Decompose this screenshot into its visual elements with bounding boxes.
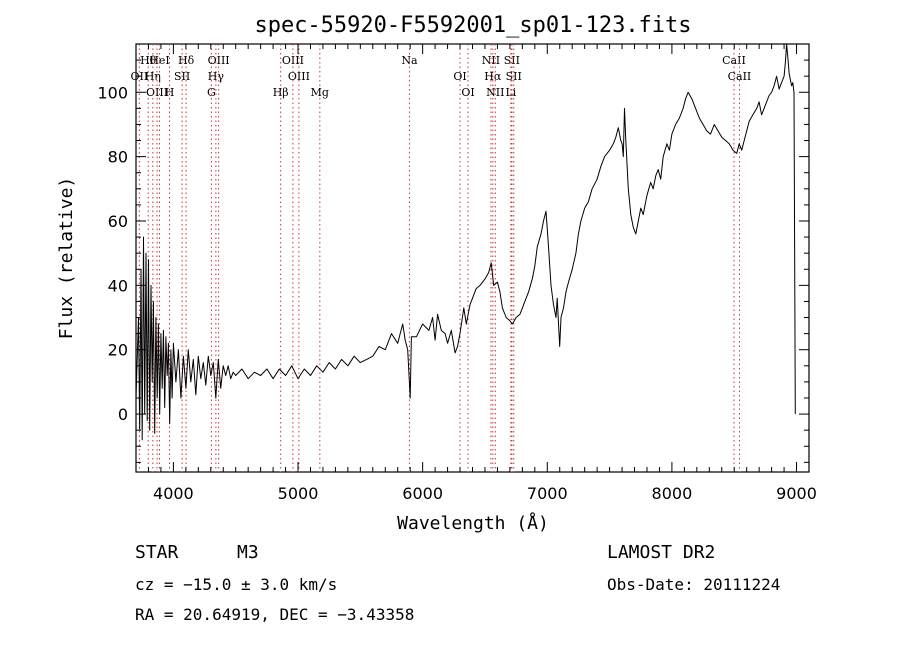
plot-area: HθOIIOIIIHeIHηHHδSIIGOIIIHγHβOIIIOIIIMgN…: [97, 43, 817, 503]
obs-date: Obs-Date: 20111224: [607, 575, 780, 594]
spectral-line-label: CaII: [728, 70, 752, 83]
spectral-line-label: OI: [453, 70, 466, 83]
x-tick-label: 6000: [402, 484, 443, 503]
x-tick-label: 4000: [153, 484, 194, 503]
y-tick-label: 80: [108, 148, 128, 167]
coordinates: RA = 20.64919, DEC = −3.43358: [135, 605, 414, 624]
survey-name: LAMOST DR2: [607, 542, 715, 563]
redshift-info: cz = −15.0 ± 3.0 km/s: [135, 575, 337, 594]
spectral-line-label: OIII: [288, 70, 310, 83]
x-axis-label: Wavelength (Å): [397, 512, 549, 534]
spectral-line-label: Na: [401, 54, 418, 67]
object-class: STAR: [135, 542, 179, 563]
y-axis-label: Flux (relative): [56, 177, 77, 340]
spectral-line-label: Hα: [484, 70, 502, 83]
spectral-line-label: Mg: [311, 86, 329, 99]
spectral-line-label: H: [165, 86, 175, 99]
spectral-line-label: CaII: [722, 54, 746, 67]
y-tick-label: 0: [118, 405, 128, 424]
spectral-line-label: Hθ: [140, 54, 157, 67]
spectral-line-label: Hδ: [178, 54, 195, 67]
spectral-line-label: OIII: [208, 54, 230, 67]
spectral-line-label: OIII: [282, 54, 304, 67]
plot-frame: [135, 43, 810, 473]
chart-title: spec-55920-F5592001_sp01-123.fits: [254, 13, 691, 38]
y-tick-label: 100: [97, 83, 128, 102]
spectral-line-label: Hη: [145, 70, 161, 83]
x-tick-label: 9000: [776, 484, 817, 503]
x-tick-label: 8000: [652, 484, 693, 503]
y-tick-label: 40: [108, 276, 128, 295]
spectral-line-label: OIII: [146, 86, 168, 99]
spectral-line-label: Hγ: [208, 70, 225, 83]
y-tick-label: 60: [108, 212, 128, 231]
object-subclass: M3: [237, 542, 259, 563]
spectral-line-label: NII: [482, 54, 500, 67]
spectral-line-label: Hβ: [273, 86, 289, 99]
spectrum-line: [135, 43, 796, 441]
y-tick-label: 20: [108, 341, 128, 360]
spectral-line-label: SII: [174, 70, 190, 83]
spectral-line-label: Li: [505, 86, 516, 99]
x-tick-label: 7000: [527, 484, 568, 503]
x-tick-label: 5000: [278, 484, 319, 503]
spectral-line-label: SII: [504, 54, 520, 67]
spectral-line-label: SII: [506, 70, 522, 83]
spectral-line-label: OI: [461, 86, 474, 99]
spectral-line-label: G: [207, 86, 216, 99]
spectral-line-label: HeI: [149, 54, 169, 67]
spectral-line-label: NII: [486, 86, 504, 99]
